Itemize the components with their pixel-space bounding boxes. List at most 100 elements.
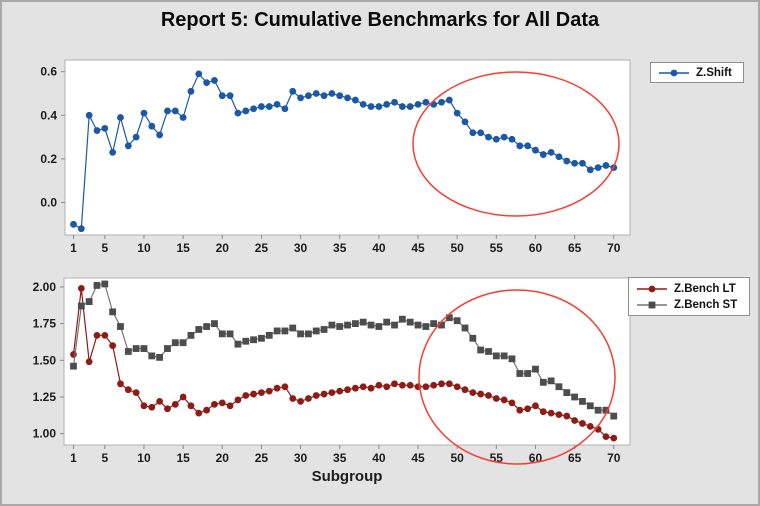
circle-marker-icon [211,77,218,84]
z-shift-chart-xtick-label: 15 [176,241,190,255]
circle-marker-icon [453,383,461,391]
circle-marker-icon [516,142,524,150]
square-marker-icon [383,318,391,326]
z-shift-chart-xtick-label: 50 [450,241,464,255]
circle-marker-icon [563,412,571,420]
circle-marker-icon [179,393,187,401]
z-shift-chart-plot-area [64,59,631,236]
circle-marker-icon [610,434,618,442]
circle-marker-icon [422,98,430,106]
z-bench-chart-xtick-label: 10 [137,451,151,465]
square-marker-icon [453,317,461,325]
zshift-line-marker-icon [659,67,689,79]
z-bench-chart-xtick-label: 1 [70,451,77,465]
circle-marker-icon [571,417,579,424]
circle-marker-icon [328,90,336,97]
circle-marker-icon [203,79,211,86]
circle-marker-icon [579,159,586,167]
circle-marker-icon [461,118,469,126]
legend-zshift[interactable]: Z.Shift [650,62,744,83]
circle-marker-icon [77,225,85,233]
legend-item-zshift[interactable]: Z.Shift [651,65,743,81]
circle-marker-icon [117,380,124,388]
z-bench-chart-xtick-label: 30 [294,451,308,465]
circle-marker-icon [242,107,250,115]
square-marker-icon [218,330,226,338]
circle-marker-icon [453,109,461,117]
legend-item-zbench-st[interactable]: Z.Bench ST [629,297,749,313]
z-shift-chart-ytick-label: 0.4 [40,108,57,122]
square-marker-icon [70,362,77,370]
square-marker-icon [109,308,117,316]
circle-marker-icon [171,400,179,408]
square-marker-icon [320,326,328,333]
square-marker-icon [328,321,336,329]
circle-marker-icon [93,331,101,339]
square-marker-icon [469,334,477,342]
circle-marker-icon [359,383,367,391]
z-shift-chart-xtick-label: 1 [70,241,77,255]
square-marker-icon [148,352,156,360]
square-marker-icon [265,331,273,339]
square-marker-icon [508,355,516,363]
circle-marker-icon [218,399,226,407]
circle-marker-icon [375,103,383,110]
square-marker-icon [500,352,508,360]
circle-marker-icon [305,92,312,100]
circle-marker-icon [398,381,406,389]
circle-marker-icon [101,124,109,132]
circle-marker-icon [351,96,359,104]
circle-marker-icon [547,148,555,156]
circle-marker-icon [602,162,610,169]
circle-marker-icon [430,381,438,389]
circle-marker-icon [344,386,351,394]
legend-zbench[interactable]: Z.Bench LT Z.Bench ST [628,277,750,316]
square-marker-icon [211,320,218,327]
circle-marker-icon [85,358,93,366]
square-marker-icon [156,353,164,361]
z-shift-chart-ytick-label: 0.2 [40,152,57,166]
square-marker-icon [406,318,414,326]
zbench-st-line-marker-icon [637,299,667,311]
square-marker-icon [532,365,539,373]
circle-marker-icon [383,383,391,391]
circle-marker-icon [438,98,445,106]
circle-marker-icon [594,164,602,172]
square-marker-icon [226,330,234,338]
square-marker-icon [602,406,610,414]
z-bench-chart-xtick-label: 45 [411,451,425,465]
circle-marker-icon [500,396,508,404]
z-bench-chart-ytick-label: 1.25 [33,390,57,404]
circle-marker-icon [359,101,367,108]
square-marker-icon [250,336,257,344]
square-marker-icon [445,314,453,322]
z-shift-chart-xtick-label: 20 [216,241,230,255]
circle-marker-icon [336,387,344,395]
circle-marker-icon [320,390,328,398]
square-marker-icon [203,323,211,330]
square-marker-icon [85,298,93,305]
legend-label-zshift: Z.Shift [696,66,732,79]
square-marker-icon [171,339,179,347]
legend-item-zbench-lt[interactable]: Z.Bench LT [629,281,749,297]
square-marker-icon [586,402,594,410]
circle-marker-icon [328,389,336,396]
square-marker-icon [195,326,203,333]
circle-marker-icon [539,151,547,158]
square-marker-icon [547,377,555,385]
circle-marker-icon [132,389,140,396]
circle-marker-icon [250,390,257,398]
square-marker-icon [187,331,195,339]
circle-marker-icon [375,381,383,389]
circle-marker-icon [156,398,164,405]
square-marker-icon [477,346,485,354]
circle-marker-icon [195,70,203,78]
circle-marker-icon [203,406,211,414]
z-bench-chart-xtick-label: 35 [333,451,347,465]
circle-marker-icon [226,402,234,410]
circle-marker-icon [273,384,281,392]
circle-marker-icon [586,166,594,174]
zbench-lt-line-marker-icon [637,283,667,295]
circle-marker-icon [351,384,359,392]
circle-marker-icon [132,133,140,141]
